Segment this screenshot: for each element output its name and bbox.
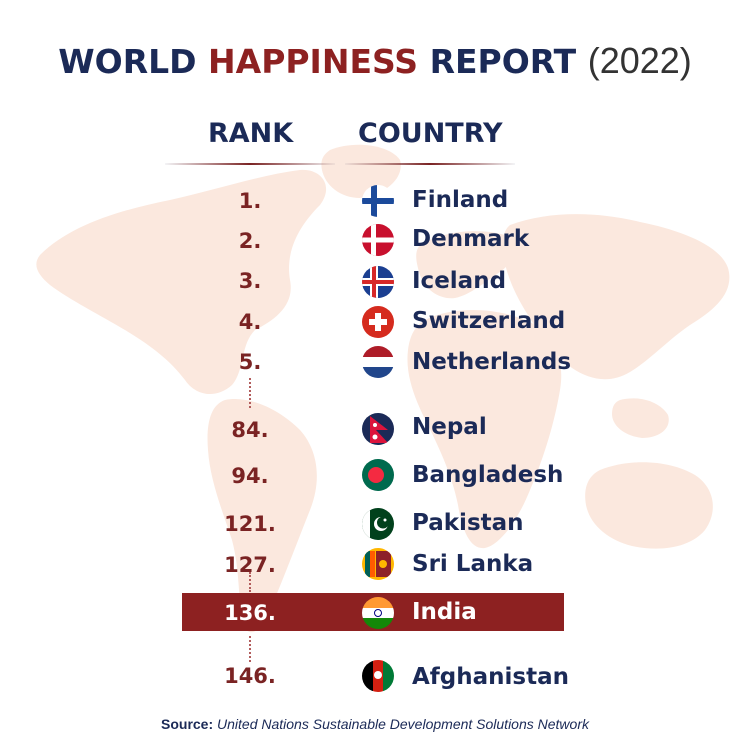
rank-value: 4. — [238, 310, 262, 334]
rank-gap-dots — [249, 572, 253, 592]
country-name: Switzerland — [412, 308, 566, 334]
rank-value: 2. — [238, 229, 262, 253]
rank-gap-dots — [249, 636, 253, 662]
country-header-underline — [345, 163, 515, 165]
rank-value: 136. — [224, 601, 276, 625]
rank-header: RANK — [208, 118, 294, 149]
rank-value: 84. — [231, 418, 269, 442]
source-note: Source: United Nations Sustainable Devel… — [0, 716, 750, 732]
source-label: Source: — [161, 716, 214, 732]
denmark-flag-icon — [362, 224, 394, 256]
country-name: Bangladesh — [412, 462, 564, 488]
country-name: India — [412, 599, 477, 625]
netherlands-flag-icon — [362, 346, 394, 378]
pakistan-flag-icon — [362, 508, 394, 540]
bangladesh-flag-icon — [362, 459, 394, 491]
afghanistan-flag-icon — [362, 660, 394, 692]
rank-header-underline — [165, 163, 335, 165]
rank-value: 146. — [224, 664, 276, 688]
rank-value: 94. — [231, 464, 269, 488]
country-name: Netherlands — [412, 349, 572, 375]
nepal-flag-icon — [362, 413, 394, 445]
rank-value: 1. — [238, 189, 262, 213]
country-name: Sri Lanka — [412, 551, 534, 577]
country-name: Afghanistan — [412, 664, 570, 690]
country-name: Finland — [412, 187, 509, 213]
rank-value: 121. — [224, 512, 276, 536]
switzerland-flag-icon — [362, 306, 394, 338]
country-name: Denmark — [412, 226, 530, 252]
title-world: WORLD — [58, 42, 197, 81]
finland-flag-icon — [362, 185, 394, 217]
source-text: United Nations Sustainable Development S… — [217, 716, 589, 732]
sri-lanka-flag-icon — [362, 548, 394, 580]
title-happiness: HAPPINESS — [208, 42, 419, 81]
rank-value: 5. — [238, 350, 262, 374]
title-year: (2022) — [587, 40, 692, 81]
page-title: WORLD HAPPINESS REPORT (2022) — [0, 40, 750, 82]
country-name: Nepal — [412, 414, 487, 440]
rank-value: 3. — [238, 269, 262, 293]
title-report: REPORT — [429, 42, 577, 81]
rank-gap-dots — [249, 378, 253, 408]
country-name: Iceland — [412, 268, 507, 294]
country-name: Pakistan — [412, 510, 524, 536]
country-header: COUNTRY — [358, 118, 503, 149]
rank-value: 127. — [224, 553, 276, 577]
india-flag-icon — [362, 597, 394, 629]
iceland-flag-icon — [362, 266, 394, 298]
